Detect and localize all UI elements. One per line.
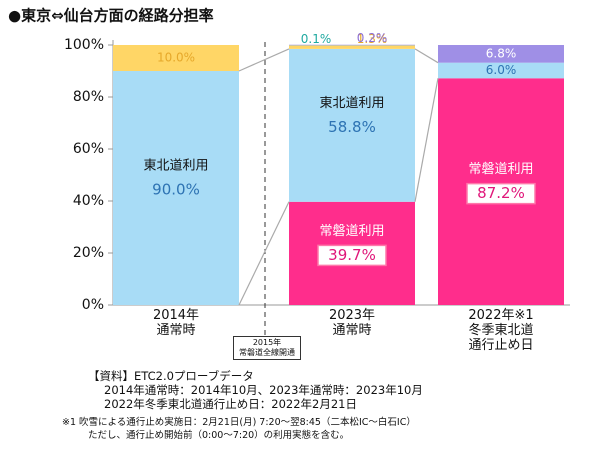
- value-label: 0.2%: [357, 31, 388, 45]
- connector-line: [414, 48, 439, 64]
- segment-name: 常磐道利用: [468, 162, 533, 177]
- y-tick-label: 60%: [73, 141, 104, 157]
- y-tick-label: 40%: [73, 193, 104, 209]
- x-tick-label: 2022年※1 冬季東北道 通行止め日: [468, 308, 534, 353]
- segment-name: 東北道利用: [319, 95, 384, 111]
- footnote: ※1 吹雪による通行止め実施日：2月21日(月) 7:20～翌8:45（二本松I…: [62, 417, 416, 428]
- value-label: 90.0%: [152, 181, 200, 199]
- y-tick-label: 20%: [73, 245, 104, 261]
- value-label: 6.0%: [486, 63, 517, 77]
- value-label: 6.8%: [486, 46, 517, 60]
- value-label: 10.0%: [157, 51, 195, 65]
- x-tick-label: 2014年 通常時: [152, 308, 200, 338]
- value-label: 0.1%: [301, 32, 332, 46]
- bar-segment: [289, 45, 415, 49]
- value-label: 39.7%: [328, 246, 376, 264]
- note: 2014年通常時：2014年10月、2023年通常時：2023年10月: [104, 383, 423, 397]
- note: 【資料】ETC2.0プローブデータ: [88, 369, 254, 383]
- y-tick-label: 100%: [64, 37, 104, 53]
- connector-line: [238, 201, 290, 306]
- value-label: 1.3%: [357, 32, 388, 46]
- segment-name: 常磐道利用: [319, 224, 384, 239]
- annotation: 2015年 常磐道全線開通: [233, 336, 301, 360]
- value-label: 58.8%: [328, 118, 376, 136]
- note: 2022年冬季東北道通行止め日：2022年2月21日: [104, 397, 357, 411]
- label-box: [466, 182, 536, 205]
- connector-line: [414, 78, 439, 202]
- x-tick-label: 2023年 通常時: [328, 308, 376, 338]
- connector-line: [238, 48, 290, 72]
- footnote: ただし、通行止め開始前（0:00～7:20）の利用実態を含む。: [88, 430, 350, 441]
- segment-name: 東北道利用: [143, 158, 208, 174]
- bar-segment: [289, 48, 415, 202]
- y-tick-label: 0%: [82, 297, 104, 313]
- value-label: 87.2%: [477, 184, 525, 202]
- bar-segment: [438, 45, 564, 63]
- bar-segment: [113, 45, 239, 71]
- chart-title: ●東京⇔仙台方面の経路分担率: [8, 7, 214, 25]
- label-box: [317, 244, 387, 267]
- y-tick-label: 80%: [73, 89, 104, 105]
- bar-segment: [438, 62, 564, 79]
- bar-segment: [289, 44, 415, 46]
- bar-segment: [113, 71, 239, 305]
